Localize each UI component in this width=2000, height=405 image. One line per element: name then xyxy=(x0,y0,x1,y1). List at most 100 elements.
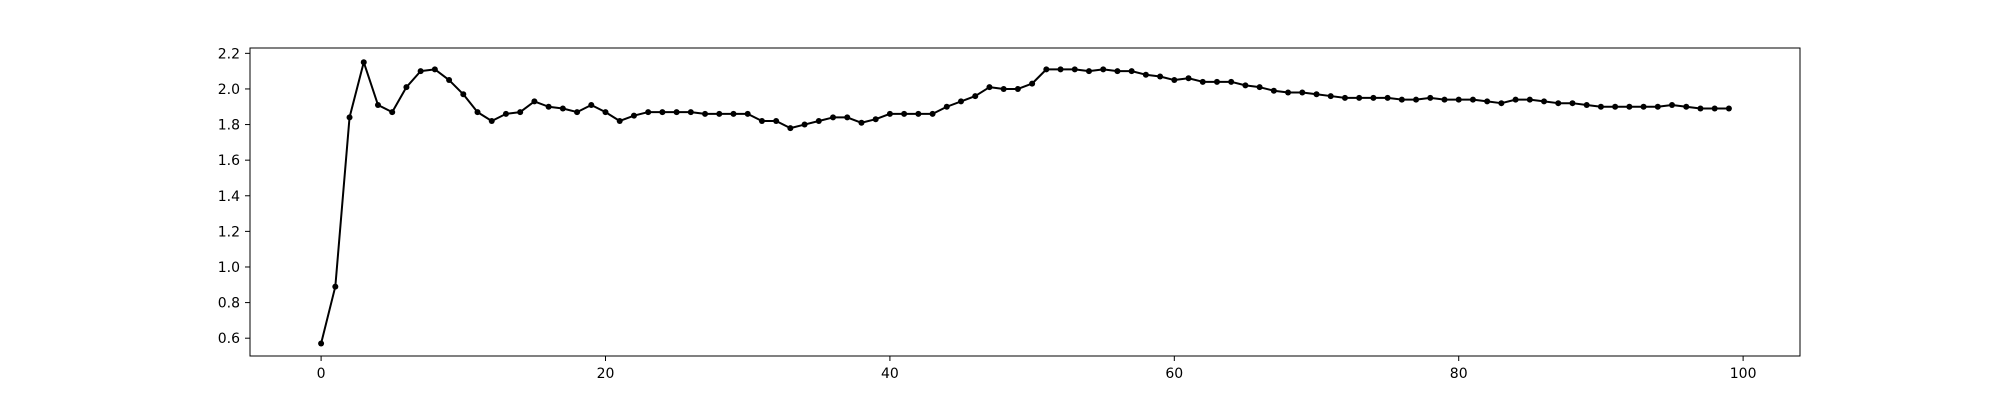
x-tick-label: 100 xyxy=(1730,366,1757,382)
data-point xyxy=(1000,85,1007,92)
data-point xyxy=(417,68,424,75)
data-point xyxy=(787,125,794,132)
data-point xyxy=(446,77,453,84)
data-point xyxy=(687,109,694,116)
data-point xyxy=(730,110,737,117)
data-point xyxy=(1043,66,1050,73)
data-point xyxy=(1256,84,1263,91)
data-point xyxy=(1114,68,1121,75)
data-point xyxy=(502,110,509,117)
data-point xyxy=(531,98,538,105)
data-point xyxy=(1640,103,1647,110)
data-point xyxy=(1014,85,1021,92)
x-tick-label: 60 xyxy=(1165,366,1183,382)
data-point xyxy=(972,93,979,100)
data-point xyxy=(602,109,609,116)
data-point xyxy=(460,91,467,98)
data-point xyxy=(1569,100,1576,107)
data-point xyxy=(1555,100,1562,107)
data-point xyxy=(1484,98,1491,105)
data-point xyxy=(1725,105,1732,112)
data-point xyxy=(1128,68,1135,75)
data-point xyxy=(901,110,908,117)
data-point xyxy=(1384,94,1391,101)
data-point xyxy=(872,116,879,123)
y-tick-label: 1.6 xyxy=(218,153,240,169)
y-tick-label: 2.2 xyxy=(218,46,240,62)
data-point xyxy=(1270,87,1277,94)
data-point xyxy=(630,112,637,119)
data-point xyxy=(1370,94,1377,101)
y-tick-label: 0.8 xyxy=(218,296,240,312)
data-point xyxy=(1654,103,1661,110)
plot-frame xyxy=(249,47,1801,357)
data-point xyxy=(1327,93,1334,100)
data-point xyxy=(1583,101,1590,108)
data-point xyxy=(1697,105,1704,112)
data-point xyxy=(1157,73,1164,80)
data-point xyxy=(1597,103,1604,110)
y-axis: 0.6 0.8 1.0 1.2 1.4 1.6 1.8 2.0 2.2 xyxy=(218,46,250,347)
data-point xyxy=(1427,94,1434,101)
data-point xyxy=(929,110,936,117)
x-tick-label: 40 xyxy=(881,366,899,382)
y-tick-label: 1.0 xyxy=(218,260,240,276)
y-tick-label: 2.0 xyxy=(218,82,240,98)
data-point xyxy=(559,105,566,112)
data-point xyxy=(1199,78,1206,85)
data-point xyxy=(943,103,950,110)
data-point xyxy=(616,117,623,124)
data-point xyxy=(403,84,410,91)
data-point xyxy=(645,109,652,116)
data-point xyxy=(886,110,893,117)
data-point xyxy=(1541,98,1548,105)
series-group xyxy=(318,59,1732,347)
data-point xyxy=(1526,96,1533,103)
y-tick-label: 0.6 xyxy=(218,331,240,347)
data-point xyxy=(673,109,680,116)
data-point xyxy=(1341,94,1348,101)
data-point xyxy=(716,110,723,117)
data-point xyxy=(332,283,339,290)
data-point xyxy=(318,340,325,347)
data-point xyxy=(517,109,524,116)
data-point xyxy=(1683,103,1690,110)
x-tick-label: 80 xyxy=(1450,366,1468,382)
data-point xyxy=(1100,66,1107,73)
data-point xyxy=(758,117,765,124)
data-point xyxy=(659,109,666,116)
data-point xyxy=(389,109,396,116)
data-point xyxy=(1313,91,1320,98)
series-line xyxy=(320,61,1729,344)
data-point xyxy=(744,110,751,117)
data-point xyxy=(1626,103,1633,110)
x-axis: 0 20 40 60 80 100 xyxy=(317,356,1757,382)
data-point xyxy=(431,66,438,73)
data-point xyxy=(574,109,581,116)
data-point xyxy=(815,117,822,124)
data-point xyxy=(1512,96,1519,103)
data-point xyxy=(958,98,965,105)
data-point xyxy=(1213,78,1220,85)
y-tick-label: 1.8 xyxy=(218,118,240,134)
data-point xyxy=(1469,96,1476,103)
data-point xyxy=(1441,96,1448,103)
data-point xyxy=(1071,66,1078,73)
data-point xyxy=(702,110,709,117)
data-point xyxy=(986,84,993,91)
data-point xyxy=(1171,77,1178,84)
data-point xyxy=(844,114,851,121)
data-point xyxy=(1185,75,1192,82)
y-tick-label: 1.2 xyxy=(218,224,240,240)
data-point xyxy=(858,119,865,126)
data-point xyxy=(1299,89,1306,96)
data-point xyxy=(830,114,837,121)
data-point xyxy=(360,59,367,66)
y-tick-label: 1.4 xyxy=(218,189,240,205)
data-point xyxy=(1242,82,1249,89)
data-point xyxy=(773,117,780,124)
data-point xyxy=(1711,105,1718,112)
data-point xyxy=(474,109,481,116)
data-point xyxy=(374,101,381,108)
